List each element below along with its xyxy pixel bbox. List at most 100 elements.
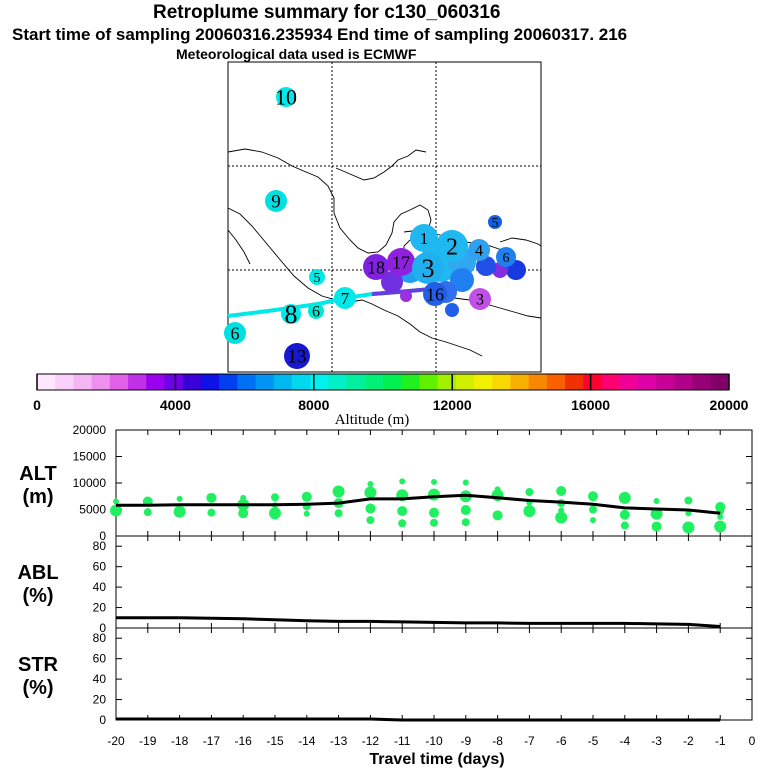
- colorbar-swatch: [656, 374, 675, 390]
- y-tick-label: 10000: [73, 476, 107, 490]
- alt-scatter-point: [334, 509, 343, 518]
- colorbar: 0 4000 8000 12000 16000 20000: [33, 373, 749, 413]
- alt-scatter-point: [110, 504, 122, 517]
- trajectory-day-label: 6: [503, 251, 510, 266]
- trajectory-day-label: 10: [275, 85, 297, 110]
- x-tick-label: -16: [235, 734, 253, 748]
- alt-scatter-point: [301, 491, 312, 502]
- y-tick-label: 5000: [79, 503, 106, 517]
- alt-scatter-point: [685, 510, 692, 517]
- alt-scatter-point: [461, 518, 470, 527]
- x-axis-label: Travel time (days): [369, 751, 504, 768]
- colorbar-swatch: [601, 374, 621, 390]
- alt-scatter-point: [399, 478, 406, 485]
- alt-scatter-point: [556, 485, 567, 496]
- alt-scatter-point: [206, 492, 217, 503]
- alt-scatter-point: [269, 507, 281, 520]
- colorbar-swatch: [455, 374, 475, 390]
- alt-scatter-point: [525, 488, 534, 497]
- y-tick-label: 20: [93, 601, 107, 615]
- y-tick-label: 80: [93, 631, 107, 645]
- met-data-note: Meteorological data used is ECMWF: [176, 46, 417, 62]
- trajectory-day-label: 17: [392, 252, 410, 272]
- time-panels: 05000100001500020000ALT(m)020406080ABL(%…: [17, 423, 755, 748]
- trajectory-day-label: 5: [492, 216, 499, 231]
- trajectory-day-label: 4: [475, 243, 483, 260]
- trajectory-marker: [281, 304, 301, 324]
- alt-scatter-point: [682, 521, 695, 534]
- alt-scatter-point: [555, 511, 568, 524]
- alt-scatter-point: [460, 505, 471, 516]
- x-tick-label: -12: [362, 734, 380, 748]
- colorbar-swatch: [37, 374, 56, 390]
- trajectory-blob: [381, 271, 403, 293]
- x-tick-label: -4: [619, 734, 630, 748]
- colorbar-swatch: [328, 374, 348, 390]
- colorbar-swatch: [401, 374, 420, 390]
- colorbar-swatch: [710, 374, 730, 390]
- y-tick-label: 60: [93, 560, 107, 574]
- trajectory-day-label: 3: [422, 254, 435, 283]
- alt-scatter-point: [366, 516, 375, 525]
- trajectory-blob: [476, 256, 496, 276]
- trajectory-marker: [496, 247, 516, 267]
- x-tick-label: -6: [556, 734, 567, 748]
- x-tick-label: -18: [171, 734, 189, 748]
- trajectory-day-label: 7: [341, 289, 350, 308]
- colorbar-swatch: [346, 374, 366, 390]
- alt-scatter-point: [176, 495, 183, 502]
- alt-scatter-point: [303, 510, 310, 517]
- panel-label: ALT: [19, 463, 56, 485]
- y-tick-label: 80: [93, 539, 107, 553]
- colorbar-swatch: [383, 374, 402, 390]
- alt-scatter-point: [651, 521, 662, 532]
- colorbar-tick-label: 8000: [298, 397, 329, 413]
- x-tick-label: -14: [298, 734, 316, 748]
- x-tick-label: -13: [330, 734, 348, 748]
- x-tick-label: -20: [107, 734, 125, 748]
- alt-scatter-point: [431, 478, 437, 485]
- x-tick-label: -19: [139, 734, 157, 748]
- alt-scatter-point: [462, 479, 469, 486]
- colorbar-swatch: [528, 374, 548, 390]
- alt-scatter-point: [173, 505, 186, 518]
- alt-scatter-point: [429, 507, 439, 518]
- colorbar-swatch: [310, 374, 329, 390]
- alt-scatter-point: [113, 498, 119, 505]
- trajectory-marker: [334, 287, 356, 309]
- alt-scatter-point: [684, 496, 693, 505]
- trajectory-marker: [469, 288, 491, 310]
- alt-scatter-point: [717, 513, 724, 520]
- colorbar-swatch: [437, 374, 457, 390]
- colorbar-tick-label: 20000: [710, 397, 749, 413]
- alt-scatter-point: [364, 486, 377, 499]
- alt-scatter-point: [238, 508, 249, 519]
- colorbar-swatch: [619, 374, 639, 390]
- trajectory-day-label: 16: [426, 284, 444, 304]
- x-tick-label: -11: [394, 734, 411, 748]
- y-tick-label: 60: [93, 652, 107, 666]
- trajectory-blob: [400, 290, 412, 302]
- trajectory-blob: [445, 303, 459, 317]
- colorbar-swatch: [364, 374, 384, 390]
- y-tick-label: 20: [93, 693, 107, 707]
- alt-scatter-point: [588, 491, 598, 502]
- y-tick-label: 0: [99, 621, 106, 635]
- trajectory-day-label: 6: [231, 323, 240, 343]
- x-tick-label: -9: [460, 734, 471, 748]
- trajectory-marker: [224, 322, 246, 344]
- y-tick-label: 0: [99, 529, 106, 543]
- colorbar-swatch: [674, 374, 694, 390]
- colorbar-swatch: [291, 374, 311, 390]
- trajectory-marker: [412, 252, 444, 284]
- panel-label: ABL: [17, 562, 58, 584]
- trajectory-day-label: 1: [420, 229, 429, 248]
- alt-scatter-point: [397, 506, 408, 517]
- colorbar-tick-label: 4000: [160, 397, 191, 413]
- sampling-times: Start time of sampling 20060316.235934 E…: [12, 25, 628, 44]
- plot-title: Retroplume summary for c130_060316: [153, 2, 501, 23]
- mean-line-str: [116, 717, 721, 722]
- trajectory-blob: [450, 268, 474, 292]
- y-tick-label: 20000: [73, 423, 107, 437]
